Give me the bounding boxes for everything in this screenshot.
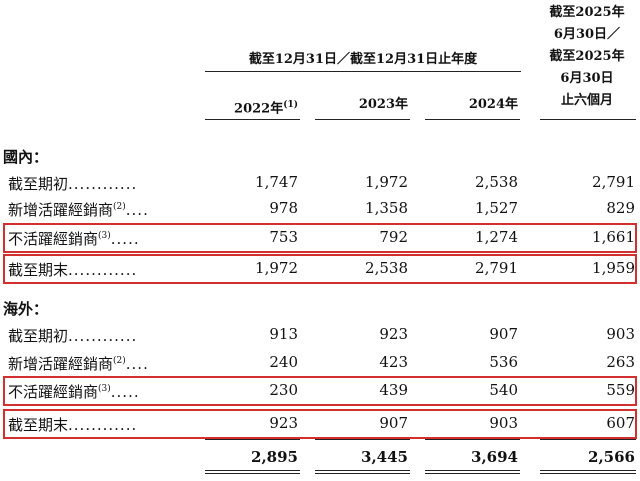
span-title-rule: [205, 71, 521, 72]
col-2024-header: 2024年: [468, 97, 518, 112]
row-note: (2): [113, 356, 126, 366]
header-line: 止六個月: [560, 93, 613, 108]
row-label: 截至期末............: [8, 259, 137, 280]
row-label: 不活躍經銷商(3).....: [8, 228, 140, 249]
header-rule: [205, 119, 300, 120]
double-rule: [205, 470, 300, 471]
row-value: 2,538: [475, 173, 518, 191]
row-value: 2,538: [365, 259, 408, 277]
row-note: (3): [98, 231, 111, 241]
row-value: 978: [269, 199, 298, 217]
row-label: 新增活躍經銷商(2)....: [8, 353, 149, 374]
row-label: 新增活躍經銷商(2)....: [8, 199, 149, 220]
row-note: (2): [113, 202, 126, 212]
row-value: 423: [379, 353, 408, 371]
total-2024: 3,694: [471, 448, 518, 466]
double-rule: [540, 470, 636, 471]
row-value: 2,791: [475, 259, 518, 277]
row-value: 907: [379, 414, 408, 432]
row-label: 截至期初............: [8, 173, 137, 194]
row-value: 903: [489, 414, 518, 432]
total-2025h1: 2,566: [588, 448, 635, 466]
total-rule: [205, 439, 300, 440]
row-value: 240: [269, 353, 298, 371]
row-label-text: 新增活躍經銷商: [8, 201, 114, 219]
row-highlight-box: [3, 223, 637, 253]
double-rule: [540, 473, 636, 474]
row-value: 607: [606, 414, 635, 432]
row-value: 753: [269, 228, 298, 246]
total-2023: 3,445: [361, 448, 408, 466]
row-value: 540: [489, 381, 518, 399]
row-dot-leader: ............: [68, 175, 138, 193]
row-value: 1,661: [592, 228, 635, 246]
col-2023-header: 2023年: [358, 97, 408, 112]
header-line: 截至2025年: [549, 5, 625, 20]
row-value: 2,791: [592, 173, 635, 191]
row-label-text: 截至期初: [8, 175, 69, 193]
row-value: 792: [379, 228, 408, 246]
row-label-text: 不活躍經銷商: [8, 383, 99, 401]
header-rule: [425, 119, 520, 120]
row-value: 1,527: [475, 199, 518, 217]
row-highlight-box: [3, 254, 637, 284]
row-label-text: 新增活躍經銷商: [8, 355, 114, 373]
total-rule: [540, 439, 636, 440]
header-line: 截至2025年: [549, 49, 625, 64]
last-col-header: 截至2025年 6月30日／ 截至2025年 6月30日 止六個月: [538, 2, 636, 112]
row-value: 829: [606, 199, 635, 217]
row-label-text: 不活躍經銷商: [8, 230, 99, 248]
double-rule: [205, 473, 300, 474]
row-note: (3): [98, 384, 111, 394]
row-value: 903: [606, 325, 635, 343]
header-line: 6月30日／: [553, 27, 621, 42]
double-rule: [315, 470, 410, 471]
row-label-text: 截至期末: [8, 261, 69, 279]
row-dot-leader: ............: [68, 416, 138, 434]
row-value: 1,274: [475, 228, 518, 246]
row-dot-leader: ....: [125, 201, 149, 219]
row-value: 1,747: [255, 173, 298, 191]
row-value: 439: [379, 381, 408, 399]
row-dot-leader: ............: [68, 327, 138, 345]
row-label: 截至期初............: [8, 325, 137, 346]
row-value: 913: [269, 325, 298, 343]
row-value: 559: [606, 381, 635, 399]
header-line: 6月30日: [560, 71, 614, 86]
row-value: 1,959: [592, 259, 635, 277]
section-overseas-title: 海外：: [3, 300, 49, 318]
row-label-text: 截至期初: [8, 327, 69, 345]
total-2022: 2,895: [251, 448, 298, 466]
row-value: 1,972: [255, 259, 298, 277]
header-rule: [540, 119, 636, 120]
row-value: 923: [269, 414, 298, 432]
span-title: 截至12月31日／截至12月31日止年度: [248, 52, 478, 67]
row-highlight-box: [3, 376, 637, 406]
section-domestic-title: 國內：: [3, 148, 49, 166]
row-value: 536: [489, 353, 518, 371]
total-rule: [315, 439, 410, 440]
row-dot-leader: ....: [125, 355, 149, 373]
double-rule: [425, 473, 520, 474]
total-rule: [425, 439, 520, 440]
row-value: 907: [489, 325, 518, 343]
double-rule: [315, 473, 410, 474]
row-dot-leader: .....: [110, 383, 140, 401]
row-value: 923: [379, 325, 408, 343]
row-label: 不活躍經銷商(3).....: [8, 381, 140, 402]
row-value: 230: [269, 381, 298, 399]
row-dot-leader: ............: [68, 261, 138, 279]
row-value: 1,972: [365, 173, 408, 191]
row-label-text: 截至期末: [8, 416, 69, 434]
row-dot-leader: .....: [110, 230, 140, 248]
row-value: 1,358: [365, 199, 408, 217]
row-label: 截至期末............: [8, 414, 137, 435]
col-2022-header: 2022年(1): [234, 100, 298, 117]
double-rule: [425, 470, 520, 471]
header-rule: [315, 119, 410, 120]
row-highlight-box: [3, 409, 637, 439]
row-value: 263: [606, 353, 635, 371]
